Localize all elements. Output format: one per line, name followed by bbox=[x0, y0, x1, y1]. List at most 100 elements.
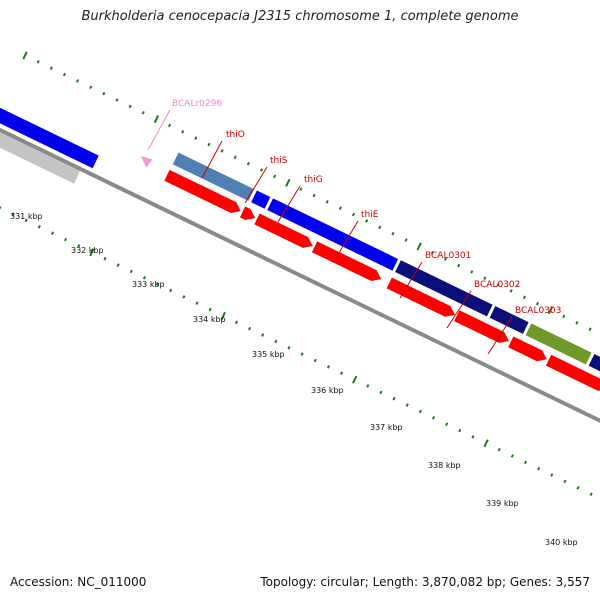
outer-scale-tick bbox=[299, 187, 303, 191]
inner-scale-tick bbox=[510, 454, 514, 458]
inner-scale-tick bbox=[37, 225, 41, 229]
outer-scale-tick bbox=[416, 242, 422, 251]
gene-label-leader bbox=[399, 261, 423, 299]
scale-label: 334 kbp bbox=[193, 315, 226, 324]
gene-thie-box bbox=[266, 197, 400, 273]
outer-scale-tick bbox=[470, 270, 474, 274]
outer-scale-tick bbox=[404, 238, 408, 242]
gene-label[interactable]: BCAL0303 bbox=[515, 306, 561, 316]
inner-scale-tick bbox=[64, 237, 68, 242]
gene-left-gray-box bbox=[0, 132, 81, 184]
inner-scale-tick bbox=[300, 352, 304, 356]
inner-scale-tick bbox=[234, 320, 238, 325]
page-title: Burkholderia cenocepacia J2315 chromosom… bbox=[81, 9, 519, 24]
inner-scale-tick bbox=[274, 339, 278, 344]
inner-scale-tick bbox=[182, 295, 186, 299]
gene-label[interactable]: BCAL0301 bbox=[425, 251, 471, 261]
scale-label: 337 kbp bbox=[370, 423, 403, 432]
inner-scale-tick bbox=[89, 248, 95, 257]
gene-label[interactable]: thiG bbox=[304, 175, 323, 185]
outer-scale-tick bbox=[365, 219, 369, 223]
gene-label-leader bbox=[147, 109, 171, 151]
inner-scale-tick bbox=[77, 244, 81, 248]
inner-scale-tick bbox=[116, 263, 120, 267]
gene-label[interactable]: BCALr0296 bbox=[172, 99, 222, 109]
outer-scale-tick bbox=[378, 225, 382, 230]
inner-scale-tick bbox=[156, 282, 160, 286]
outer-scale-tick bbox=[62, 72, 66, 77]
outer-scale-tick bbox=[351, 212, 356, 217]
cds-arrow bbox=[386, 277, 455, 317]
outer-scale-tick bbox=[181, 130, 185, 134]
outer-scale-tick bbox=[220, 149, 224, 153]
cds-arrow bbox=[454, 310, 509, 343]
cds-arrow bbox=[239, 206, 256, 220]
gene-bcal0301-box bbox=[393, 258, 494, 318]
genome-summary-text: Topology: circular; Length: 3,870,082 bp… bbox=[260, 575, 590, 589]
gene-label-leader bbox=[487, 316, 513, 355]
inner-scale-tick bbox=[392, 396, 396, 401]
outer-scale-tick bbox=[194, 136, 198, 140]
inner-scale-tick bbox=[366, 384, 370, 388]
inner-scale-tick bbox=[220, 311, 226, 320]
outer-scale-tick bbox=[430, 250, 434, 255]
outer-scale-tick bbox=[575, 321, 579, 325]
outer-scale-tick bbox=[443, 257, 448, 261]
inner-scale-tick bbox=[576, 486, 580, 490]
outer-scale-tick bbox=[312, 193, 316, 198]
outer-scale-tick bbox=[36, 60, 40, 64]
outer-scale-tick bbox=[128, 104, 132, 109]
scale-label: 336 kbp bbox=[311, 386, 344, 395]
inner-scale-tick bbox=[471, 435, 475, 439]
inner-scale-tick bbox=[195, 301, 199, 306]
scale-label: 331 kbp bbox=[10, 212, 43, 221]
outer-scale-tick bbox=[141, 110, 145, 115]
gene-label[interactable]: BCAL0302 bbox=[474, 280, 520, 290]
outer-scale-tick bbox=[547, 306, 554, 315]
backbone-line bbox=[0, 127, 600, 423]
gene-label-leader bbox=[244, 166, 268, 204]
scale-label: 338 kbp bbox=[428, 461, 461, 470]
inner-scale-tick bbox=[589, 492, 593, 496]
inner-scale-tick bbox=[550, 473, 554, 477]
inner-scale-tick bbox=[431, 416, 436, 420]
scale-label: 333 kbp bbox=[132, 280, 165, 289]
gene-label[interactable]: thiS bbox=[270, 156, 288, 166]
gene-label[interactable]: thiO bbox=[226, 130, 245, 140]
inner-scale-tick bbox=[523, 460, 528, 465]
outer-scale-tick bbox=[285, 178, 291, 187]
gene-label-leader bbox=[277, 185, 301, 223]
inner-scale-tick bbox=[418, 409, 422, 414]
gene-label[interactable]: thiE bbox=[361, 210, 379, 220]
outer-scale-tick bbox=[391, 231, 395, 236]
inner-scale-tick bbox=[261, 333, 265, 337]
gene-label-leader bbox=[446, 290, 472, 329]
inner-scale-tick bbox=[445, 422, 449, 426]
gene-left-blue-box bbox=[0, 107, 99, 169]
inner-scale-tick bbox=[405, 403, 409, 407]
cds-arrow bbox=[311, 241, 382, 281]
inner-scale-tick bbox=[248, 326, 252, 331]
outer-scale-tick bbox=[496, 282, 500, 287]
gene-label-leader bbox=[201, 140, 223, 179]
inner-scale-tick bbox=[483, 439, 489, 448]
inner-scale-tick bbox=[169, 288, 173, 293]
outer-scale-tick bbox=[115, 98, 119, 102]
outer-scale-tick bbox=[153, 115, 160, 124]
outer-scale-tick bbox=[259, 168, 264, 172]
outer-scale-tick bbox=[522, 295, 526, 300]
scale-label: 332 kbp bbox=[71, 246, 104, 255]
gene-label-leader bbox=[335, 220, 359, 259]
outer-scale-tick bbox=[483, 276, 487, 281]
scale-label: 340 kbp bbox=[545, 538, 578, 547]
outer-scale-tick bbox=[76, 79, 80, 83]
cds-arrow bbox=[545, 354, 600, 391]
inner-scale-tick bbox=[458, 428, 462, 433]
gene-thio-box bbox=[171, 151, 256, 203]
inner-scale-tick bbox=[379, 390, 383, 395]
gene-bcal0303-box bbox=[524, 322, 593, 366]
outer-scale-tick bbox=[22, 51, 28, 60]
inner-scale-tick bbox=[352, 375, 358, 384]
outer-scale-tick bbox=[457, 263, 461, 268]
